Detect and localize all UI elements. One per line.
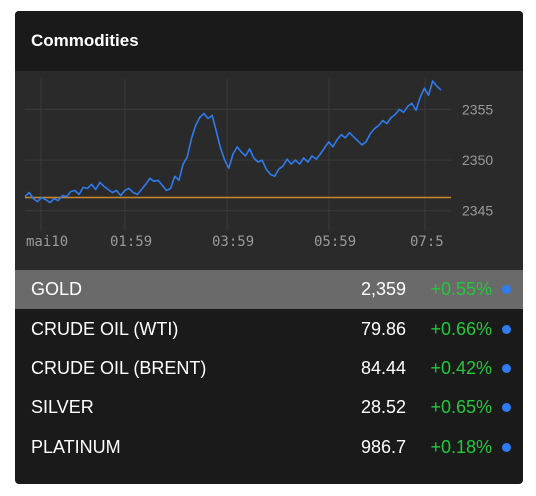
chart-y-tick-label: 2355 (462, 101, 493, 117)
commodity-price: 79.86 (360, 318, 406, 339)
status-dot-icon (502, 324, 511, 334)
commodity-change: +0.18% (430, 436, 492, 457)
commodity-name: CRUDE OIL (BRENT) (31, 357, 207, 378)
commodity-name: GOLD (31, 279, 83, 300)
status-dot-icon (502, 285, 511, 295)
chart-x-tick-label: 01:59 (110, 234, 152, 250)
chart-x-tick-label: mai10 (26, 234, 68, 250)
commodity-name: CRUDE OIL (WTI) (31, 318, 179, 339)
commodity-price: 986.7 (360, 436, 406, 457)
commodity-row-crude-oil-brent[interactable]: CRUDE OIL (BRENT) 84.44 +0.42% (15, 349, 523, 388)
chart-y-tick-label: 2350 (462, 152, 493, 168)
status-dot-icon (502, 363, 511, 373)
commodity-name: PLATINUM (31, 436, 121, 457)
commodity-price: 28.52 (360, 397, 406, 418)
commodity-price: 2,359 (360, 279, 406, 300)
commodity-change: +0.65% (430, 397, 492, 418)
commodity-row-crude-oil-wti[interactable]: CRUDE OIL (WTI) 79.86 +0.66% (15, 309, 523, 348)
commodity-row-platinum[interactable]: PLATINUM 986.7 +0.18% (15, 428, 523, 467)
price-chart-svg: 2355 2350 2345 mai10 01:59 03:59 05:59 07:5 (24, 79, 493, 250)
commodity-price: 84.44 (360, 357, 406, 378)
commodity-row-silver[interactable]: SILVER 28.52 +0.65% (15, 388, 523, 427)
price-chart[interactable]: 2355 2350 2345 mai10 01:59 03:59 05:59 07:5 (15, 71, 523, 270)
chart-x-tick-label: 07:5 (410, 234, 444, 250)
widget-title: Commodities (31, 31, 139, 50)
status-dot-icon (502, 403, 511, 413)
widget-header: Commodities (15, 11, 523, 71)
chart-x-tick-label: 03:59 (212, 234, 254, 250)
chart-x-tick-label: 05:59 (314, 234, 356, 250)
commodity-name: SILVER (31, 397, 94, 418)
chart-series-line (24, 80, 442, 204)
commodity-change: +0.55% (430, 279, 492, 300)
status-dot-icon (502, 442, 511, 452)
commodities-widget: Commodities 2355 2350 2345 mai10 01:59 03:59 0… (15, 11, 523, 484)
commodity-row-gold[interactable]: GOLD 2,359 +0.55% (15, 270, 523, 310)
commodity-list: GOLD 2,359 +0.55% CRUDE OIL (WTI) 79.86 … (15, 270, 523, 467)
chart-y-tick-label: 2345 (462, 203, 493, 219)
commodity-change: +0.42% (430, 357, 492, 378)
commodity-change: +0.66% (430, 318, 492, 339)
